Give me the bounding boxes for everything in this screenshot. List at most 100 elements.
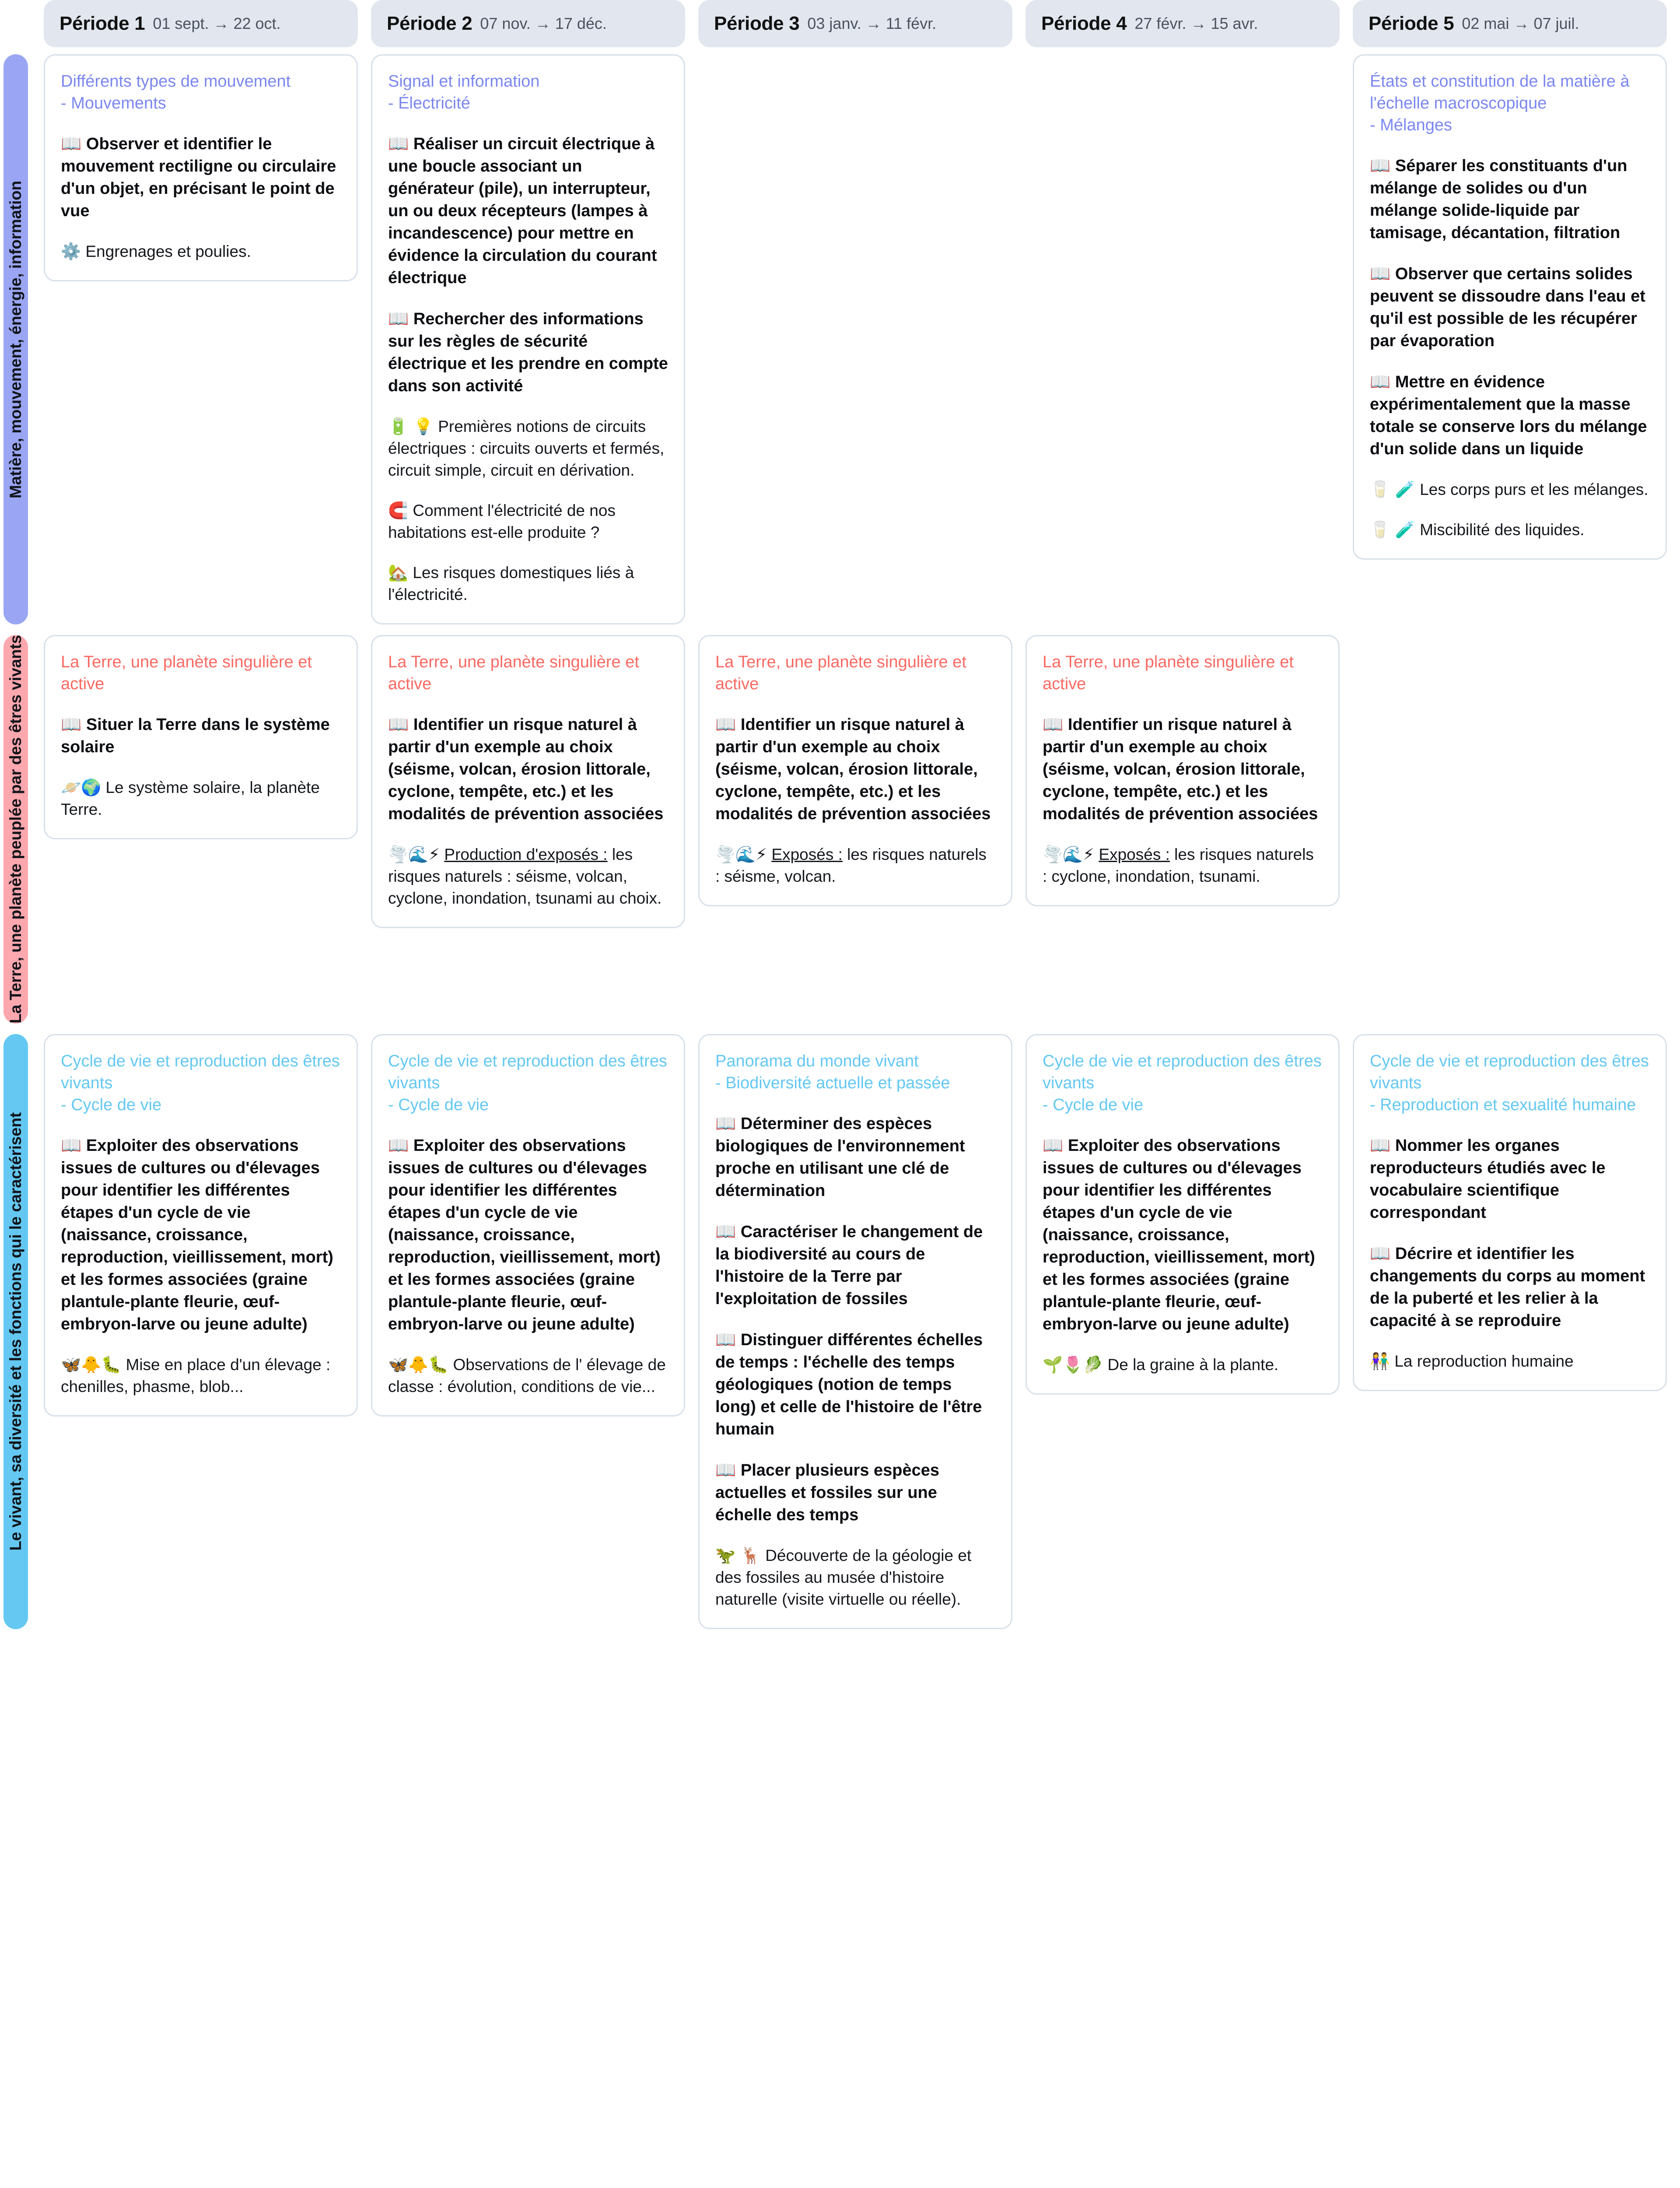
theme-card[interactable]: Panorama du monde vivant - Biodiversité … (698, 1034, 1012, 1629)
activity-note: 🦋🐥🐛 Mise en place d'un élevage : chenill… (61, 1354, 341, 1398)
objective-item: 📖 Caractériser le changement de la biodi… (715, 1220, 995, 1310)
period-cell: Panorama du monde vivant - Biodiversité … (698, 1029, 1026, 1634)
card-title: La Terre, une planète singulière et acti… (61, 653, 312, 693)
domain-rows: Matière, mouvement, énergie, information… (0, 49, 1680, 1634)
objective-item: 📖 Nommer les organes reproducteurs étudi… (1370, 1134, 1650, 1224)
book-icon: 📖 (715, 1460, 736, 1480)
card-title: États et constitution de la matière à l'… (1370, 72, 1630, 134)
objective-item: 📖 Mettre en évidence expérimentalement q… (1370, 371, 1650, 460)
objective-text: Mettre en évidence expérimentalement que… (1370, 373, 1647, 458)
period-cell: La Terre, une planète singulière et acti… (371, 630, 698, 1029)
objective-item: 📖 Observer et identifier le mouvement re… (61, 133, 341, 222)
note-text: Premières notions de circuits électrique… (388, 417, 665, 479)
note-text: De la graine à la plante. (1107, 1355, 1279, 1374)
objective-item: 📖 Exploiter des observations issues de c… (61, 1134, 341, 1336)
period-name: Période 3 (714, 13, 800, 34)
card-title: La Terre, une planète singulière et acti… (388, 653, 639, 693)
note-text: Observations de l' élevage de classe : é… (388, 1355, 666, 1396)
period-cell: Cycle de vie et reproduction des êtres v… (1353, 1029, 1680, 1634)
book-icon: 📖 (61, 1135, 82, 1155)
objective-text: Exploiter des observations issues de cul… (388, 1136, 661, 1333)
book-icon: 📖 (388, 134, 409, 153)
period-dates: 27 févr. → 15 avr. (1134, 14, 1258, 32)
objective-text: Situer la Terre dans le système solaire (61, 715, 330, 756)
period-chip-2[interactable]: Période 2 07 nov. → 17 déc. (371, 0, 685, 47)
theme-card[interactable]: Cycle de vie et reproduction des êtres v… (1026, 1034, 1340, 1395)
objective-text: Décrire et identifier les changements du… (1370, 1244, 1645, 1330)
objective-text: Rechercher des informations sur les règl… (388, 310, 668, 395)
objective-item: 📖 Réaliser un circuit électrique à une b… (388, 133, 668, 289)
period-name: Période 2 (387, 13, 472, 34)
activity-note: 🥛 🧪 Miscibilité des liquides. (1370, 519, 1650, 541)
activity-note: 🦖 🦌 Découverte de la géologie et des fos… (715, 1545, 995, 1610)
period-cell: Cycle de vie et reproduction des êtres v… (371, 1029, 698, 1634)
empty-cell (698, 49, 1026, 630)
period-dates: 02 mai → 07 juil. (1462, 14, 1579, 32)
empty-cell (1353, 630, 1680, 1029)
period-chip-5[interactable]: Période 5 02 mai → 07 juil. (1353, 0, 1667, 47)
theme-card[interactable]: Cycle de vie et reproduction des êtres v… (1353, 1034, 1667, 1391)
theme-card[interactable]: Signal et information - Électricité 📖 Réa… (371, 54, 685, 624)
period-dates: 01 sept. → 22 oct. (153, 14, 281, 32)
note-text: Les risques domestiques liés à l'électri… (388, 564, 634, 603)
card-title: La Terre, une planète singulière et acti… (715, 653, 966, 693)
objective-item: 📖 Exploiter des observations issues de c… (1043, 1134, 1323, 1336)
period-name: Période 1 (60, 13, 145, 34)
book-icon: 📖 (1370, 156, 1391, 175)
book-icon: 📖 (715, 1329, 736, 1349)
domain-rail-wrap: Le vivant, sa diversité et les fonctions… (0, 1029, 44, 1634)
objective-item: 📖 Identifier un risque naturel à partir … (388, 713, 668, 825)
book-icon: 📖 (715, 1221, 736, 1241)
theme-card[interactable]: La Terre, une planète singulière et acti… (44, 635, 358, 839)
activity-icon: 🧲 (388, 501, 409, 520)
objective-item: 📖 Placer plusieurs espèces actuelles et … (715, 1459, 995, 1526)
domain-rail-wrap: La Terre, une planète peuplée par des êt… (0, 630, 44, 1029)
period-chip-3[interactable]: Période 3 03 janv. → 11 févr. (698, 0, 1012, 47)
book-icon: 📖 (1370, 372, 1391, 391)
objective-text: Exploiter des observations issues de cul… (61, 1136, 333, 1333)
period-chip-4[interactable]: Période 4 27 févr. → 15 avr. (1026, 0, 1340, 47)
book-icon: 📖 (388, 715, 409, 734)
theme-card[interactable]: La Terre, une planète singulière et acti… (1026, 635, 1340, 906)
period-cell: États et constitution de la matière à l'… (1353, 49, 1680, 630)
book-icon: 📖 (1370, 1135, 1391, 1155)
period-chip-1[interactable]: Période 1 01 sept. → 22 oct. (44, 0, 358, 47)
book-icon: 📖 (1370, 1243, 1391, 1263)
period-header-cell: Période 2 07 nov. → 17 déc. (371, 0, 698, 49)
note-text: Mise en place d'un élevage : chenilles, … (61, 1355, 331, 1396)
activity-note: 🌪️🌊⚡ Production d'exposés : les risques … (388, 844, 668, 909)
theme-card[interactable]: Cycle de vie et reproduction des êtres v… (44, 1034, 358, 1417)
objective-text: Exploiter des observations issues de cul… (1043, 1136, 1315, 1333)
domain-rail: La Terre, une planète peuplée par des êt… (4, 635, 28, 1024)
note-text: Découverte de la géologie et des fossile… (715, 1546, 972, 1608)
activity-note: 🪐🌍 Le système solaire, la planète Terre. (61, 777, 341, 820)
book-icon: 📖 (61, 715, 82, 734)
objective-item: 📖 Identifier un risque naturel à partir … (1043, 713, 1323, 825)
period-name: Période 4 (1041, 13, 1127, 34)
theme-card[interactable]: Différents types de mouvement - Mouvemen… (44, 54, 358, 281)
objective-text: Caractériser le changement de la biodive… (715, 1222, 983, 1308)
card-title: Panorama du monde vivant - Biodiversité … (715, 1052, 950, 1092)
note-text: La reproduction humaine (1394, 1352, 1574, 1370)
domain-rail: Le vivant, sa diversité et les fonctions… (4, 1034, 28, 1629)
theme-card[interactable]: Cycle de vie et reproduction des êtres v… (371, 1034, 685, 1417)
card-title: Différents types de mouvement - Mouvemen… (61, 72, 291, 112)
progression-board: Période 1 01 sept. → 22 oct. Période 2 0… (0, 0, 1680, 1634)
theme-card[interactable]: États et constitution de la matière à l'… (1353, 54, 1667, 560)
domain-row: Le vivant, sa diversité et les fonctions… (0, 1029, 1680, 1634)
activity-icon: 🌪️🌊⚡ (388, 845, 440, 864)
objective-item: 📖 Déterminer des espèces biologiques de … (715, 1112, 995, 1202)
activity-note: 🌪️🌊⚡ Exposés : les risques naturels : sé… (715, 844, 995, 887)
note-text: les risques naturels : séisme, volcan. (715, 845, 987, 885)
domain-row: Matière, mouvement, énergie, information… (0, 49, 1680, 630)
domain-rail-label: Le vivant, sa diversité et les fonctions… (7, 1112, 24, 1551)
activity-icon: 🦖 🦌 (715, 1546, 761, 1565)
activity-note: 👫 La reproduction humaine (1370, 1350, 1650, 1372)
theme-card[interactable]: La Terre, une planète singulière et acti… (371, 635, 685, 928)
activity-note: 🔋 💡 Premières notions de circuits électr… (388, 416, 668, 481)
objective-text: Distinguer différentes échelles de temps… (715, 1330, 983, 1438)
period-header-cell: Période 4 27 févr. → 15 avr. (1026, 0, 1353, 49)
objective-text: Identifier un risque naturel à partir d'… (715, 715, 991, 823)
activity-note: 🦋🐥🐛 Observations de l' élevage de classe… (388, 1354, 668, 1398)
theme-card[interactable]: La Terre, une planète singulière et acti… (698, 635, 1012, 906)
